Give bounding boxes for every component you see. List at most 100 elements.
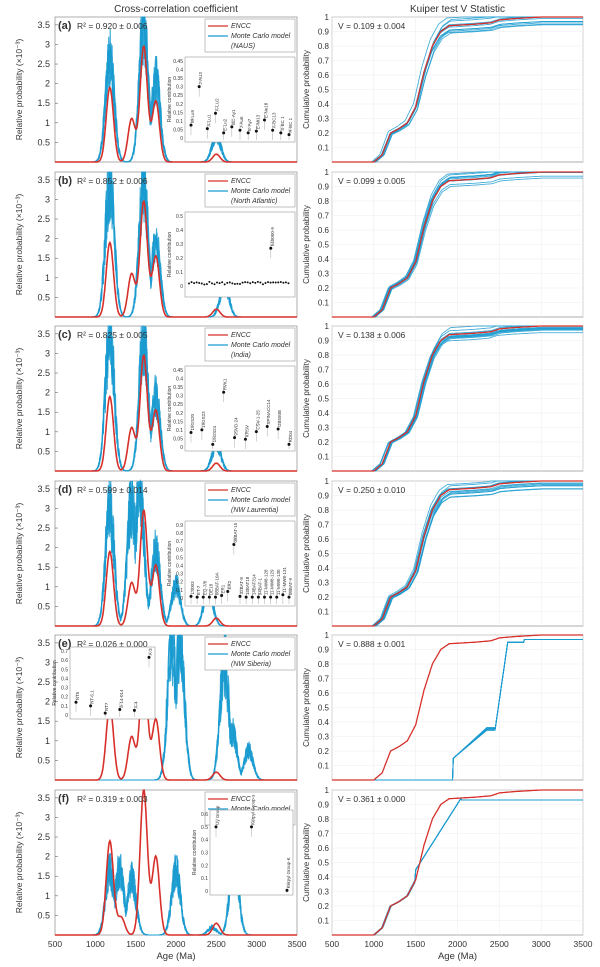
- inset-y-tick-label: 0.8: [176, 531, 183, 537]
- y-tick-label: 2: [45, 543, 50, 553]
- y-tick-label: 3.5: [37, 20, 50, 30]
- inset-point: [226, 281, 229, 284]
- inset-point: [275, 595, 279, 599]
- inset-point: [118, 708, 122, 712]
- y-axis-label: Cumulative probability: [302, 668, 311, 747]
- x-tick-label: 2500: [490, 939, 509, 949]
- inset-point: [190, 281, 193, 284]
- encc-cdf-line: [332, 789, 583, 936]
- y-tick-label: 0.1: [318, 299, 330, 308]
- inset-y-tick-label: 0.5: [176, 214, 183, 220]
- inset-y-label: Relative contribution: [192, 830, 198, 876]
- y-tick-label: 3.5: [37, 484, 50, 494]
- y-tick-label: 0.5: [37, 292, 50, 302]
- encc-cdf-line: [332, 16, 583, 163]
- legend-entry: (North Atlantic): [231, 198, 277, 205]
- inset-point: [287, 442, 291, 446]
- y-axis-label: Relative probability (×10⁻³): [14, 503, 24, 605]
- y-axis-label: Cumulative probability: [302, 514, 311, 593]
- inset-y-tick-label: 0.2: [201, 863, 208, 869]
- inset-y-tick-label: 0.3: [176, 394, 183, 400]
- y-tick-label: 0.5: [318, 550, 330, 559]
- y-tick-label: 1.5: [37, 716, 50, 726]
- inset-point-label: 11-MW8-129: [270, 569, 275, 595]
- inset-y-tick-label: 0.6: [201, 812, 208, 818]
- inset-point-label: E-Lu2: [223, 118, 228, 131]
- y-tick-label: 0.6: [318, 380, 330, 389]
- y-tick-label: 0.7: [318, 57, 330, 66]
- v-stat: V = 0.888 ± 0.001: [338, 639, 406, 649]
- inset-y-tick-label: 0.4: [201, 838, 208, 844]
- v-stat: V = 0.250 ± 0.010: [338, 485, 406, 495]
- inset-y-label: Relative contribution: [167, 541, 173, 587]
- inset-point-label: 19GS20: [190, 413, 195, 430]
- inset-point: [147, 655, 151, 659]
- inset-y-tick-label: 0: [65, 713, 68, 719]
- inset-y-tick-label: 0: [180, 445, 183, 451]
- y-tick-label: 0.4: [318, 409, 330, 418]
- y-tick-label: 0.3: [318, 424, 330, 433]
- inset-point: [207, 595, 211, 599]
- y-tick-label: 1.5: [37, 407, 50, 417]
- left-panel-e: 0.5 1 1.5 2 2.5 3 3.5 Relative probability (×10…: [14, 633, 298, 781]
- inset-point-label: A-Lu1: [206, 114, 211, 127]
- inset-y-tick-label: 0.1: [61, 704, 68, 710]
- inset-point: [254, 430, 258, 434]
- y-axis-label: Cumulative probability: [302, 205, 311, 284]
- v-stat: V = 0.109 ± 0.004: [338, 21, 406, 31]
- r2-stat: R² = 0.319 ± 0.003: [77, 794, 148, 804]
- inset-point: [269, 281, 272, 284]
- inset-point: [211, 442, 215, 446]
- left-panel-b: 0.5 1 1.5 2 2.5 3 3.5 Relative probability (×10…: [14, 171, 298, 318]
- y-tick-label: 1: [45, 582, 50, 592]
- inset-point: [198, 282, 201, 285]
- inset-y-tick-label: 0.3: [176, 572, 183, 578]
- inset-y-label: Relative contribution: [167, 386, 173, 432]
- inset-point: [277, 281, 280, 284]
- x-tick-label: 1000: [364, 939, 383, 949]
- inset-point-label: EQ-7/8: [202, 580, 207, 595]
- y-tick-label: 3.5: [37, 175, 50, 185]
- inset-point-label: ER1: [221, 584, 226, 593]
- inset-point-label: BC-Ay1: [231, 109, 236, 125]
- inset-point: [269, 595, 273, 599]
- r2-stat: R² = 0.920 ± 0.006: [77, 21, 148, 31]
- y-tick-label: 0.7: [318, 675, 330, 684]
- y-tick-label: 0.8: [318, 197, 330, 206]
- inset-point: [193, 282, 196, 285]
- y-tick-label: 0.4: [318, 564, 330, 573]
- inset-point-label: CSV-1-25: [255, 410, 260, 430]
- inset-point: [261, 283, 264, 286]
- panel-label: (a): [58, 20, 72, 32]
- y-tick-label: 2.5: [37, 677, 50, 687]
- inset-y-tick-label: 0: [180, 284, 183, 290]
- legend-entry: ENCC: [231, 332, 252, 339]
- y-tick-label: 1.5: [37, 562, 50, 572]
- inset-y-tick-label: 0.2: [61, 695, 68, 701]
- y-axis-label: Relative probability (×10⁻³): [14, 39, 24, 141]
- y-tick-label: 2.5: [37, 832, 50, 842]
- inset-point-label: E-Ne18: [264, 102, 269, 118]
- inset-point: [263, 595, 266, 599]
- inset-y-tick-label: 0: [205, 889, 208, 895]
- y-tick-label: 0.2: [318, 284, 330, 293]
- y-axis-label: Relative probability (×10⁻³): [14, 657, 24, 759]
- y-tick-label: 1: [325, 477, 330, 486]
- right-title: Kuiper test V Statistic: [410, 4, 505, 15]
- r2-stat: R² = 0.825 ± 0.005: [77, 330, 148, 340]
- inset-y-tick-label: 0.3: [201, 851, 208, 857]
- legend-entry: Monte Carlo model: [231, 188, 291, 195]
- y-tick-label: 1: [45, 118, 50, 128]
- r2-stat: R² = 0.599 ± 0.014: [77, 485, 148, 495]
- inset-point-label: SPINACC14: [266, 399, 271, 425]
- inset-point: [103, 711, 107, 715]
- inset-point-label: Uy Group: [215, 805, 220, 825]
- y-tick-label: 3.5: [37, 793, 50, 803]
- inset-point: [276, 427, 280, 431]
- legend-entry: ENCC: [231, 641, 252, 648]
- inset-point: [214, 825, 218, 829]
- y-tick-label: 3: [45, 503, 50, 513]
- y-tick-label: 1: [325, 322, 330, 331]
- y-tick-label: 1: [325, 168, 330, 177]
- inset-y-tick-label: 0: [180, 596, 183, 602]
